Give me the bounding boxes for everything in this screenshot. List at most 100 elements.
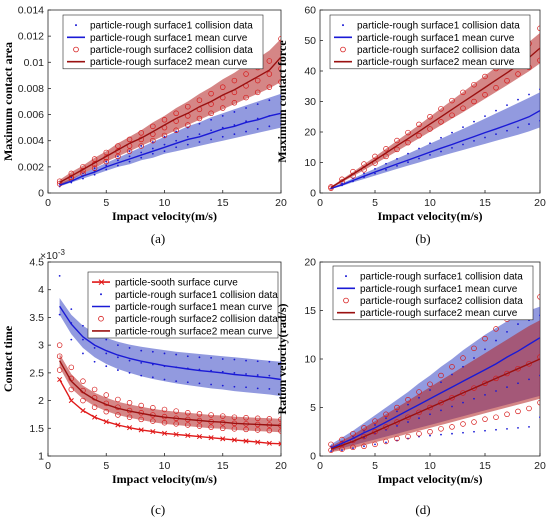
line-marker <box>57 376 63 383</box>
x-tick-label: 20 <box>275 460 287 472</box>
data-point <box>482 92 488 98</box>
data-point <box>68 386 75 393</box>
legend-label: particle-rough surface1 collision data <box>115 290 278 301</box>
data-point <box>363 445 365 448</box>
data-point <box>394 137 400 144</box>
series-line-4 <box>58 360 281 427</box>
x-axis-label: Impact velocity(m/s) <box>378 472 483 486</box>
data-point <box>233 358 236 361</box>
axis-multiplier: ×10-3 <box>40 248 65 262</box>
data-point <box>280 375 281 378</box>
data-point <box>93 167 96 170</box>
data-point <box>58 274 61 277</box>
data-point <box>243 71 249 77</box>
data-point <box>451 131 453 134</box>
data-point <box>161 132 168 139</box>
data-point <box>385 441 387 444</box>
x-tick-label: 15 <box>479 460 491 472</box>
legend-label: particle-rough surface1 collision data <box>360 272 523 283</box>
y-tick-label: 4 <box>38 284 44 296</box>
data-point <box>372 429 378 435</box>
data-point <box>539 88 540 91</box>
x-tick-label: 5 <box>372 197 378 209</box>
data-point <box>128 155 131 158</box>
data-point <box>256 374 259 376</box>
data-point <box>438 119 444 125</box>
data-point <box>526 361 532 367</box>
data-point <box>266 71 273 77</box>
data-point <box>245 386 247 389</box>
data-point <box>482 335 488 342</box>
line-marker <box>68 398 74 404</box>
data-point <box>460 355 466 361</box>
data-point <box>231 414 238 420</box>
data-point <box>256 360 259 363</box>
data-point <box>93 360 96 363</box>
data-point <box>163 135 166 138</box>
data-point <box>268 374 271 377</box>
data-point <box>506 386 508 389</box>
data-point <box>280 361 281 364</box>
data-point <box>105 168 108 171</box>
data-point <box>68 364 75 371</box>
data-point <box>105 352 108 355</box>
data-point <box>495 428 497 431</box>
data-point <box>70 308 73 311</box>
y-axis-label: Contact time <box>1 325 15 392</box>
data-point <box>361 443 367 450</box>
data-point <box>221 114 224 117</box>
data-point <box>405 414 411 420</box>
data-point <box>537 57 540 64</box>
data-point <box>471 98 477 105</box>
line-marker <box>208 435 214 441</box>
data-point <box>427 404 433 411</box>
data-point <box>517 323 519 325</box>
legend-label: particle-rough surface2 collision data <box>115 314 278 325</box>
data-point <box>482 73 488 80</box>
line-marker <box>161 430 168 436</box>
legend-marker <box>75 24 77 27</box>
data-point <box>210 138 213 141</box>
data-point <box>117 164 119 167</box>
x-tick-label: 5 <box>103 460 109 472</box>
data-point <box>91 156 98 162</box>
panel-caption: (b) <box>415 231 430 246</box>
data-point <box>186 355 189 358</box>
y-tick-label: 30 <box>304 96 316 108</box>
data-point <box>254 77 261 84</box>
x-tick-label: 20 <box>275 197 287 209</box>
x-tick-label: 0 <box>317 197 323 209</box>
data-point <box>383 146 389 152</box>
data-point <box>493 326 499 332</box>
y-tick-label: 0.008 <box>18 83 44 95</box>
data-point <box>268 388 271 390</box>
confidence-band-3 <box>331 320 540 453</box>
data-point <box>429 413 431 416</box>
data-point <box>462 401 464 404</box>
data-point <box>451 373 453 376</box>
data-point <box>266 58 273 64</box>
x-tick-label: 0 <box>45 460 51 472</box>
x-tick-label: 20 <box>534 197 546 209</box>
panel-caption: (c) <box>151 502 165 517</box>
data-point <box>256 103 259 106</box>
data-point <box>517 382 519 385</box>
confidence-band-1 <box>331 306 540 452</box>
data-point <box>70 338 73 341</box>
data-point <box>220 105 226 111</box>
y-tick-label: 0.002 <box>18 161 44 173</box>
data-point <box>493 85 499 91</box>
data-point <box>161 419 168 426</box>
line-marker <box>92 414 98 420</box>
data-point <box>341 182 343 185</box>
legend: particle-rough surface1 collision datapa… <box>329 14 531 70</box>
data-point <box>416 132 422 139</box>
data-point <box>150 123 156 130</box>
data-point <box>528 93 530 96</box>
data-point <box>243 415 249 421</box>
data-point <box>537 294 540 300</box>
data-point <box>473 397 475 400</box>
data-point <box>163 378 166 381</box>
data-point <box>506 427 508 430</box>
